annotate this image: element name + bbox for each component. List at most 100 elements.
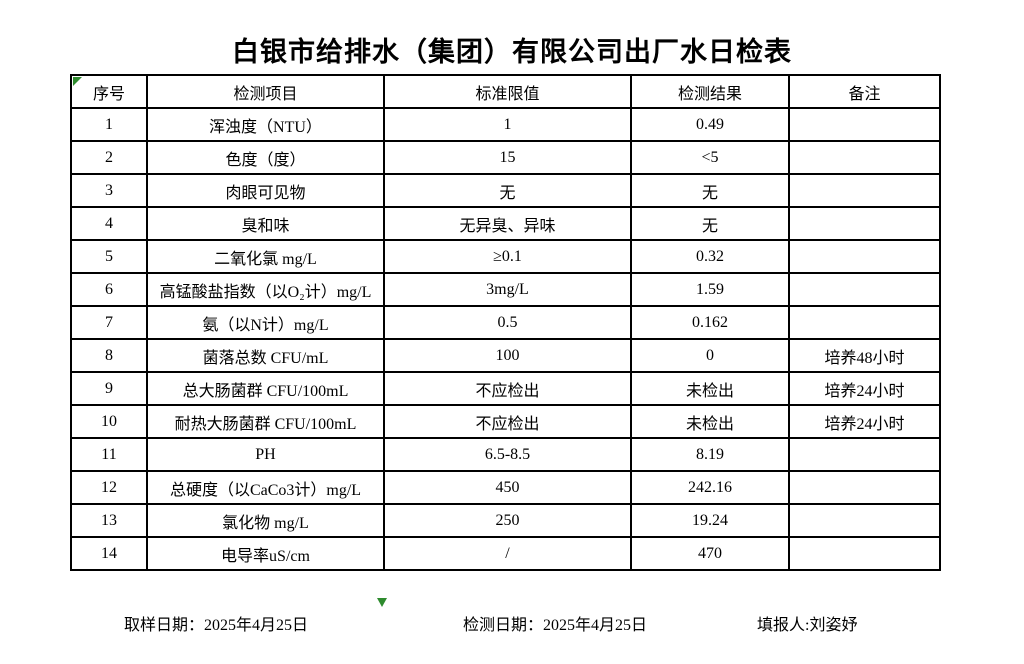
cell-remark bbox=[788, 305, 941, 340]
header-item: 检测项目 bbox=[146, 74, 385, 109]
cell-item: 氨（以N计）mg/L bbox=[146, 305, 385, 340]
cell-no: 2 bbox=[70, 140, 148, 175]
table-row: 12 总硬度（以CaCo3计）mg/L 450 242.16 bbox=[70, 470, 941, 505]
cell-result: 0.162 bbox=[630, 305, 790, 340]
testing-date: 检测日期：2025年4月25日 bbox=[463, 611, 647, 635]
cell-result: 19.24 bbox=[630, 503, 790, 538]
table-row: 2 色度（度） 15 <5 bbox=[70, 140, 941, 175]
cell-item: PH bbox=[146, 437, 385, 472]
table-row: 6 高锰酸盐指数（以O₂计）mg/L 3mg/L 1.59 bbox=[70, 272, 941, 307]
cell-result: 未检出 bbox=[630, 404, 790, 439]
cell-item: 耐热大肠菌群 CFU/100mL bbox=[146, 404, 385, 439]
table-row: 1 浑浊度（NTU） 1 0.49 bbox=[70, 107, 941, 142]
cell-result: 1.59 bbox=[630, 272, 790, 307]
cell-no: 8 bbox=[70, 338, 148, 373]
fill-handle-marker-icon bbox=[377, 598, 387, 607]
page-title: 白银市给排水（集团）有限公司出厂水日检表 bbox=[232, 37, 792, 67]
cell-result: 470 bbox=[630, 536, 790, 571]
cell-limit: 0.5 bbox=[383, 305, 632, 340]
cell-no: 11 bbox=[70, 437, 148, 472]
cell-limit: 无 bbox=[383, 173, 632, 208]
cell-no: 14 bbox=[70, 536, 148, 571]
cell-item: 电导率uS/cm bbox=[146, 536, 385, 571]
cell-item: 二氧化氯 mg/L bbox=[146, 239, 385, 274]
cell-result: 242.16 bbox=[630, 470, 790, 505]
cell-remark bbox=[788, 140, 941, 175]
cell-remark bbox=[788, 470, 941, 505]
table-row: 13 氯化物 mg/L 250 19.24 bbox=[70, 503, 941, 538]
cell-limit: 6.5-8.5 bbox=[383, 437, 632, 472]
cell-remark bbox=[788, 173, 941, 208]
sampling-date-label: 取样日期： bbox=[124, 617, 205, 634]
sampling-date-value: 2025年4月25日 bbox=[204, 617, 309, 634]
cell-no: 6 bbox=[70, 272, 148, 307]
cell-no: 3 bbox=[70, 173, 148, 208]
table-row: 7 氨（以N计）mg/L 0.5 0.162 bbox=[70, 305, 941, 340]
cell-remark bbox=[788, 536, 941, 571]
cell-result: 0.32 bbox=[630, 239, 790, 274]
reporter-label: 填报人: bbox=[757, 617, 810, 634]
cell-no: 12 bbox=[70, 470, 148, 505]
cell-corner-marker-icon bbox=[73, 77, 82, 86]
cell-no: 1 bbox=[70, 107, 148, 142]
header-limit: 标准限值 bbox=[383, 74, 632, 109]
table-row: 4 臭和味 无异臭、异味 无 bbox=[70, 206, 941, 241]
reporter: 填报人:刘姿妤 bbox=[757, 611, 857, 635]
cell-remark: 培养24小时 bbox=[788, 404, 941, 439]
cell-no: 5 bbox=[70, 239, 148, 274]
table-row: 9 总大肠菌群 CFU/100mL 不应检出 未检出 培养24小时 bbox=[70, 371, 941, 406]
cell-item: 肉眼可见物 bbox=[146, 173, 385, 208]
sampling-date: 取样日期：2025年4月25日 bbox=[124, 611, 308, 635]
cell-limit: 无异臭、异味 bbox=[383, 206, 632, 241]
cell-limit: 不应检出 bbox=[383, 404, 632, 439]
table-row: 8 菌落总数 CFU/mL 100 0 培养48小时 bbox=[70, 338, 941, 373]
cell-result: <5 bbox=[630, 140, 790, 175]
cell-remark bbox=[788, 272, 941, 307]
header-result: 检测结果 bbox=[630, 74, 790, 109]
cell-no: 10 bbox=[70, 404, 148, 439]
inspection-table: 序号 检测项目 标准限值 检测结果 备注 1 浑浊度（NTU） 1 0.49 2… bbox=[70, 74, 941, 571]
cell-limit: / bbox=[383, 536, 632, 571]
cell-limit: 450 bbox=[383, 470, 632, 505]
cell-result: 无 bbox=[630, 206, 790, 241]
cell-result: 无 bbox=[630, 173, 790, 208]
cell-no: 13 bbox=[70, 503, 148, 538]
table-header-row: 序号 检测项目 标准限值 检测结果 备注 bbox=[70, 74, 941, 109]
reporter-name: 刘姿妤 bbox=[809, 617, 858, 634]
cell-limit: 15 bbox=[383, 140, 632, 175]
cell-limit: 3mg/L bbox=[383, 272, 632, 307]
cell-remark bbox=[788, 239, 941, 274]
cell-remark bbox=[788, 107, 941, 142]
cell-item: 总硬度（以CaCo3计）mg/L bbox=[146, 470, 385, 505]
cell-item: 总大肠菌群 CFU/100mL bbox=[146, 371, 385, 406]
cell-result: 0.49 bbox=[630, 107, 790, 142]
cell-no: 4 bbox=[70, 206, 148, 241]
cell-remark: 培养24小时 bbox=[788, 371, 941, 406]
cell-remark: 培养48小时 bbox=[788, 338, 941, 373]
cell-no: 9 bbox=[70, 371, 148, 406]
cell-remark bbox=[788, 503, 941, 538]
table-row: 5 二氧化氯 mg/L ≥0.1 0.32 bbox=[70, 239, 941, 274]
table-row: 3 肉眼可见物 无 无 bbox=[70, 173, 941, 208]
table-row: 14 电导率uS/cm / 470 bbox=[70, 536, 941, 571]
cell-item: 菌落总数 CFU/mL bbox=[146, 338, 385, 373]
testing-date-label: 检测日期： bbox=[463, 617, 544, 634]
cell-item: 浑浊度（NTU） bbox=[146, 107, 385, 142]
cell-no: 7 bbox=[70, 305, 148, 340]
cell-remark bbox=[788, 437, 941, 472]
table-row: 11 PH 6.5-8.5 8.19 bbox=[70, 437, 941, 472]
table-row: 10 耐热大肠菌群 CFU/100mL 不应检出 未检出 培养24小时 bbox=[70, 404, 941, 439]
header-remark: 备注 bbox=[788, 74, 941, 109]
cell-limit: 1 bbox=[383, 107, 632, 142]
cell-result: 0 bbox=[630, 338, 790, 373]
cell-limit: 100 bbox=[383, 338, 632, 373]
cell-limit: 250 bbox=[383, 503, 632, 538]
cell-result: 8.19 bbox=[630, 437, 790, 472]
cell-item: 氯化物 mg/L bbox=[146, 503, 385, 538]
cell-remark bbox=[788, 206, 941, 241]
cell-item: 臭和味 bbox=[146, 206, 385, 241]
cell-limit: 不应检出 bbox=[383, 371, 632, 406]
cell-item: 高锰酸盐指数（以O₂计）mg/L bbox=[146, 272, 385, 307]
header-serial: 序号 bbox=[70, 74, 148, 109]
